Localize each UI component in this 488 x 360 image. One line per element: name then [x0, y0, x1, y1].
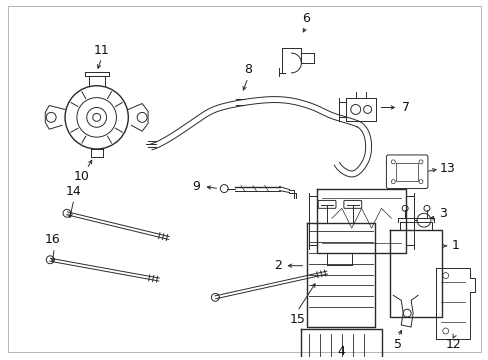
- Text: 6: 6: [302, 12, 309, 25]
- Text: 2: 2: [273, 259, 281, 272]
- Text: 10: 10: [74, 170, 90, 183]
- Text: 14: 14: [66, 185, 81, 198]
- Text: 13: 13: [439, 162, 455, 175]
- Text: 1: 1: [451, 239, 459, 252]
- Text: 7: 7: [401, 101, 409, 114]
- Text: 15: 15: [289, 312, 305, 325]
- Text: 8: 8: [244, 63, 251, 76]
- Text: 12: 12: [445, 338, 461, 351]
- Text: 11: 11: [94, 44, 109, 57]
- Text: 5: 5: [393, 338, 402, 351]
- Text: 16: 16: [44, 234, 60, 247]
- Text: 4: 4: [336, 345, 344, 358]
- Text: 3: 3: [438, 207, 446, 220]
- Text: 9: 9: [192, 180, 200, 193]
